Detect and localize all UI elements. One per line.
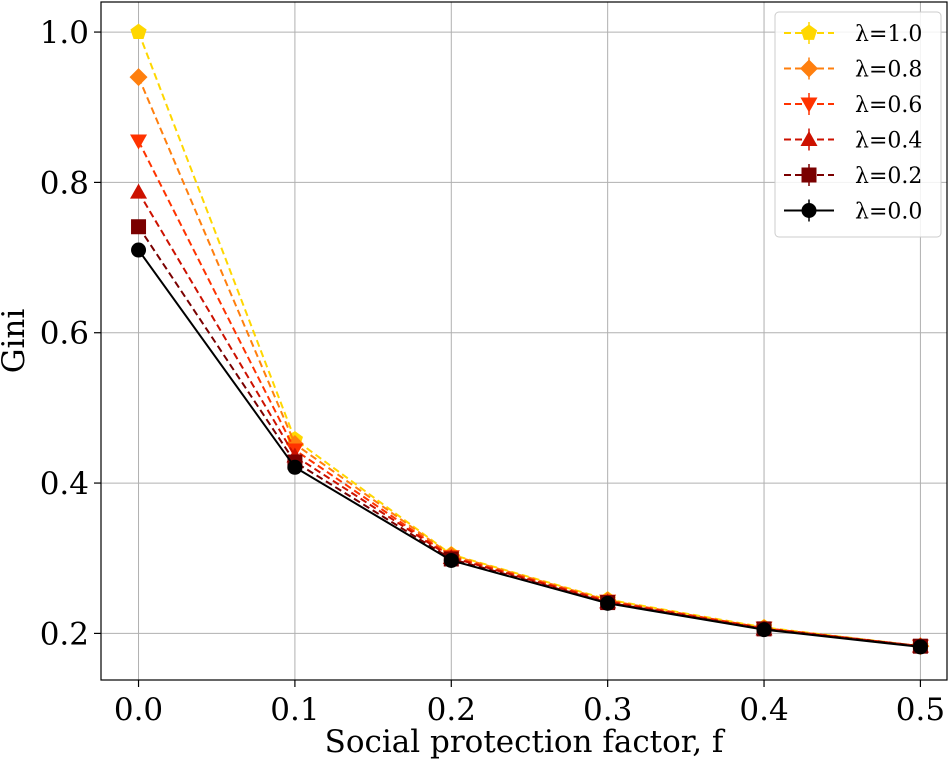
- y-axis-label: Gini: [0, 309, 32, 374]
- data-point: [130, 135, 147, 150]
- legend-label: λ=0.6: [855, 93, 922, 118]
- legend-label: λ=1.0: [855, 22, 922, 47]
- data-point: [913, 639, 928, 654]
- data-point: [444, 553, 459, 568]
- data-point: [757, 622, 772, 637]
- legend-label: λ=0.0: [855, 200, 922, 225]
- series-5: [131, 243, 928, 655]
- x-tick-label: 0.4: [739, 692, 788, 728]
- data-point: [600, 596, 615, 611]
- y-tick-label: 0.4: [40, 466, 89, 502]
- legend: λ=1.0 λ=0.8 λ=0.6 λ=0.4 λ=0.2 λ=0.0: [775, 12, 941, 237]
- x-axis-label: Social protection factor, f: [325, 724, 726, 760]
- data-point: [131, 243, 146, 258]
- data-point: [130, 24, 146, 39]
- x-tick-label: 0.5: [896, 692, 945, 728]
- legend-label: λ=0.4: [855, 129, 922, 154]
- x-tick-label: 0.2: [427, 692, 476, 728]
- series-line: [139, 250, 921, 647]
- legend-label: λ=0.8: [855, 58, 922, 83]
- x-tick-label: 0.3: [583, 692, 632, 728]
- legend-label: λ=0.2: [855, 164, 922, 189]
- data-point: [131, 219, 146, 234]
- series-4: [131, 219, 928, 653]
- x-tick-label: 0.0: [114, 692, 163, 728]
- chart: 0.0 0.1 0.2 0.3 0.4 0.5 0.2 0.4 0.6 0.8 1.0 Social…: [0, 0, 951, 780]
- y-tick-label: 0.8: [40, 165, 89, 201]
- series-line: [139, 227, 921, 646]
- data-point: [130, 68, 148, 86]
- y-tick-label: 0.2: [40, 616, 89, 652]
- data-point: [287, 460, 302, 475]
- y-tick-label: 1.0: [40, 15, 89, 51]
- legend-marker: [802, 203, 817, 218]
- y-tick-label: 0.6: [40, 316, 89, 352]
- legend-marker: [802, 168, 817, 183]
- x-tick-label: 0.1: [270, 692, 319, 728]
- data-point: [130, 184, 147, 199]
